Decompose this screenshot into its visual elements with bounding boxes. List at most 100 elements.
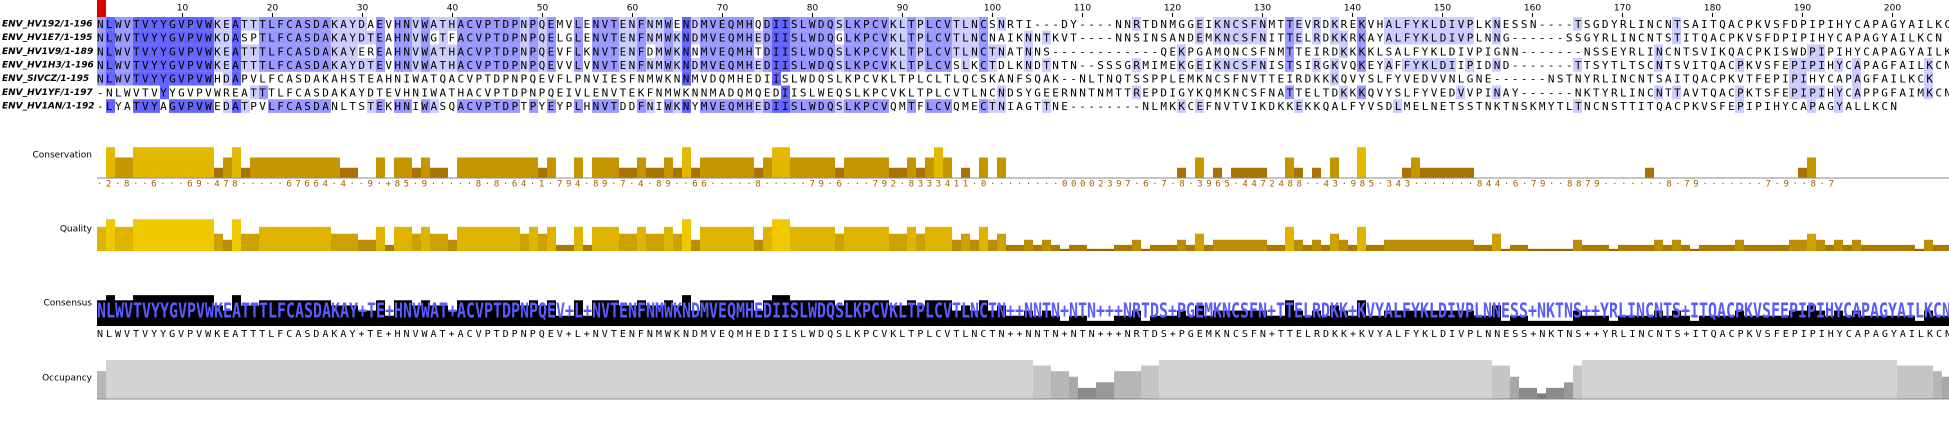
occupancy-bar — [250, 360, 259, 399]
identity-cell — [1420, 30, 1429, 45]
conservation-text: ·2·8··6···69·478·····67664·4··9·+85·9···… — [97, 180, 1834, 190]
identity-cell — [97, 17, 106, 31]
conservation-bar — [790, 157, 799, 178]
identity-cell — [1213, 58, 1222, 72]
identity-cell — [349, 58, 358, 72]
logo-column — [1600, 315, 1609, 326]
quality-bar — [1096, 248, 1105, 251]
identity-cell — [844, 58, 853, 72]
identity-cell — [1258, 30, 1267, 45]
identity-cell — [808, 44, 817, 59]
identity-cell — [700, 44, 709, 59]
occupancy-bar — [1834, 360, 1843, 399]
identity-cell — [376, 30, 385, 45]
logo-column — [223, 310, 232, 326]
logo-column — [358, 310, 367, 326]
quality-bar — [1699, 244, 1708, 251]
identity-cell — [673, 58, 682, 72]
identity-cell — [421, 17, 430, 31]
sequence-name: ENV_HV1YF/1-197 — [2, 88, 93, 98]
logo-column — [610, 300, 619, 326]
annotation-label: Quality — [60, 225, 93, 235]
logo-column — [1312, 310, 1321, 326]
identity-cell — [934, 99, 943, 113]
logo-column — [1339, 310, 1348, 326]
identity-cell — [826, 44, 835, 59]
identity-cell — [799, 44, 808, 59]
logo-column — [1348, 315, 1357, 326]
occupancy-bar — [1510, 376, 1519, 399]
occupancy-bar — [988, 360, 997, 399]
identity-cell — [331, 17, 340, 31]
quality-bar — [1654, 239, 1663, 251]
quality-bar — [322, 226, 331, 251]
identity-cell — [1924, 58, 1933, 72]
identity-cell — [799, 17, 808, 31]
occupancy-bar — [871, 360, 880, 399]
conservation-bar — [313, 157, 322, 178]
logo-column — [142, 295, 151, 326]
identity-cell — [781, 17, 790, 31]
identity-cell — [169, 71, 178, 86]
quality-bar — [421, 226, 430, 251]
conservation-bar — [511, 157, 520, 178]
identity-cell — [961, 58, 970, 72]
identity-cell — [250, 44, 259, 59]
identity-cell — [1384, 30, 1393, 45]
identity-cell — [763, 58, 772, 72]
identity-cell — [1330, 17, 1339, 31]
conservation-bar — [493, 157, 502, 178]
identity-cell — [898, 30, 907, 45]
occupancy-bar — [1744, 360, 1753, 399]
conservation-bar — [1330, 157, 1339, 178]
identity-cell — [322, 17, 331, 31]
identity-cell — [205, 17, 214, 31]
identity-cell — [412, 44, 421, 59]
identity-cell — [376, 58, 385, 72]
identity-cell — [1852, 71, 1861, 86]
quality-bar — [1582, 244, 1591, 251]
occupancy-bar — [1699, 360, 1708, 399]
conservation-bar — [916, 167, 925, 178]
identity-cell — [736, 30, 745, 45]
identity-cell — [1294, 99, 1303, 113]
occupancy-bar — [277, 360, 286, 399]
logo-column — [1258, 310, 1267, 326]
identity-cell — [124, 30, 133, 45]
conservation-bar — [142, 147, 151, 178]
identity-cell — [934, 17, 943, 31]
identity-cell — [1312, 30, 1321, 45]
identity-cell — [673, 99, 682, 113]
conservation-bar — [709, 157, 718, 178]
logo-column — [1114, 315, 1123, 326]
logo-column — [619, 305, 628, 326]
occupancy-bar — [1735, 360, 1744, 399]
conservation-bar — [637, 157, 646, 178]
occupancy-bar — [1933, 371, 1942, 399]
logo-column — [178, 295, 187, 326]
identity-cell — [637, 17, 646, 31]
identity-cell — [988, 44, 997, 59]
quality-bar — [439, 233, 448, 251]
sequence-name: ENV_HV1H3/1-196 — [2, 60, 94, 70]
logo-column — [1915, 320, 1924, 326]
ruler-label: 130 — [1254, 4, 1271, 14]
identity-cell — [286, 99, 295, 113]
quality-bar — [745, 226, 754, 251]
quality-bar — [1870, 244, 1879, 251]
quality-bar — [1312, 239, 1321, 251]
logo-column — [394, 300, 403, 326]
occupancy-bar — [1285, 360, 1294, 399]
occupancy-bar — [1069, 376, 1078, 399]
identity-cell — [880, 30, 889, 45]
identity-cell — [916, 30, 925, 45]
identity-cell — [772, 58, 781, 72]
identity-cell — [898, 58, 907, 72]
identity-cell — [1573, 58, 1582, 72]
identity-cell — [871, 58, 880, 72]
identity-cell — [142, 58, 151, 72]
conservation-bar — [808, 157, 817, 178]
conservation-bar — [763, 157, 772, 178]
logo-column — [313, 300, 322, 326]
